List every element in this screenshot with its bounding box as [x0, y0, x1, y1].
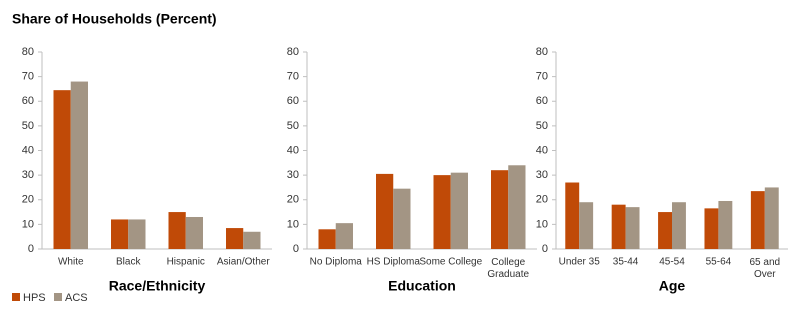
x-tick-label: Black: [116, 257, 141, 268]
bar: [718, 200, 733, 249]
y-tick-label: 70: [287, 71, 299, 83]
x-tick-label: 55-64: [706, 257, 732, 268]
y-tick-label: 80: [22, 46, 34, 58]
x-tick-label: 45-54: [659, 257, 685, 268]
bar: [565, 182, 580, 249]
y-tick-label: 0: [293, 243, 299, 255]
legend-swatch: [12, 293, 20, 301]
y-tick-label: 20: [287, 194, 299, 206]
y-tick-label: 20: [22, 194, 34, 206]
x-tick-label: HS Diploma: [367, 257, 421, 268]
bar: [168, 212, 186, 249]
y-tick-label: 50: [22, 120, 34, 132]
y-tick-label: 10: [536, 218, 548, 230]
x-axis-title: Age: [659, 278, 686, 294]
legend-label: HPS: [23, 292, 46, 304]
bar: [226, 228, 244, 249]
bar: [243, 231, 261, 249]
legend-label: ACS: [65, 292, 88, 304]
x-tick-label: Hispanic: [167, 257, 205, 268]
y-tick-label: 80: [287, 46, 299, 58]
x-tick-label: White: [58, 257, 84, 268]
x-tick-label: Asian/Other: [217, 257, 270, 268]
bar: [70, 81, 88, 249]
bar: [704, 208, 719, 249]
bar: [53, 90, 71, 249]
x-axis-title: Race/Ethnicity: [109, 278, 206, 294]
y-tick-label: 30: [22, 169, 34, 181]
y-tick-label: 50: [287, 120, 299, 132]
bar: [579, 202, 594, 249]
bar: [764, 187, 779, 249]
y-tick-label: 40: [536, 144, 548, 156]
y-tick-label: 10: [287, 218, 299, 230]
y-tick-label: 50: [536, 120, 548, 132]
x-tick-label: Under 35: [559, 257, 601, 268]
bar: [611, 204, 626, 249]
y-tick-label: 10: [22, 218, 34, 230]
y-tick-label: 80: [536, 46, 548, 58]
y-tick-label: 60: [536, 95, 548, 107]
x-axis-title: Education: [388, 278, 456, 294]
bar: [672, 202, 686, 249]
y-tick-label: 60: [22, 95, 34, 107]
bar: [376, 173, 394, 249]
x-tick-label: College Graduate: [487, 257, 529, 280]
bar: [750, 191, 765, 249]
bar: [393, 188, 411, 249]
x-tick-label: Some College: [419, 257, 482, 268]
bar: [625, 207, 640, 249]
bar: [433, 175, 451, 249]
y-tick-label: 60: [287, 95, 299, 107]
chart-title: Share of Households (Percent): [12, 11, 217, 27]
bar: [318, 229, 336, 249]
legend-swatch: [54, 293, 62, 301]
bar: [491, 170, 509, 249]
bar: [450, 172, 468, 249]
y-tick-label: 70: [536, 71, 548, 83]
bar: [508, 165, 526, 249]
bar: [128, 219, 146, 249]
bar: [185, 216, 203, 249]
y-tick-label: 0: [28, 243, 34, 255]
bar: [658, 212, 672, 249]
y-tick-label: 40: [22, 144, 34, 156]
y-tick-label: 30: [287, 169, 299, 181]
bar: [111, 219, 129, 249]
y-tick-label: 70: [22, 71, 34, 83]
x-tick-label: 65 and Over: [750, 257, 781, 280]
y-tick-label: 30: [536, 169, 548, 181]
x-tick-label: 35-44: [613, 257, 639, 268]
bar: [335, 223, 353, 249]
y-tick-label: 20: [536, 194, 548, 206]
y-tick-label: 40: [287, 144, 299, 156]
x-tick-label: No Diploma: [310, 257, 363, 268]
y-tick-label: 0: [542, 243, 548, 255]
